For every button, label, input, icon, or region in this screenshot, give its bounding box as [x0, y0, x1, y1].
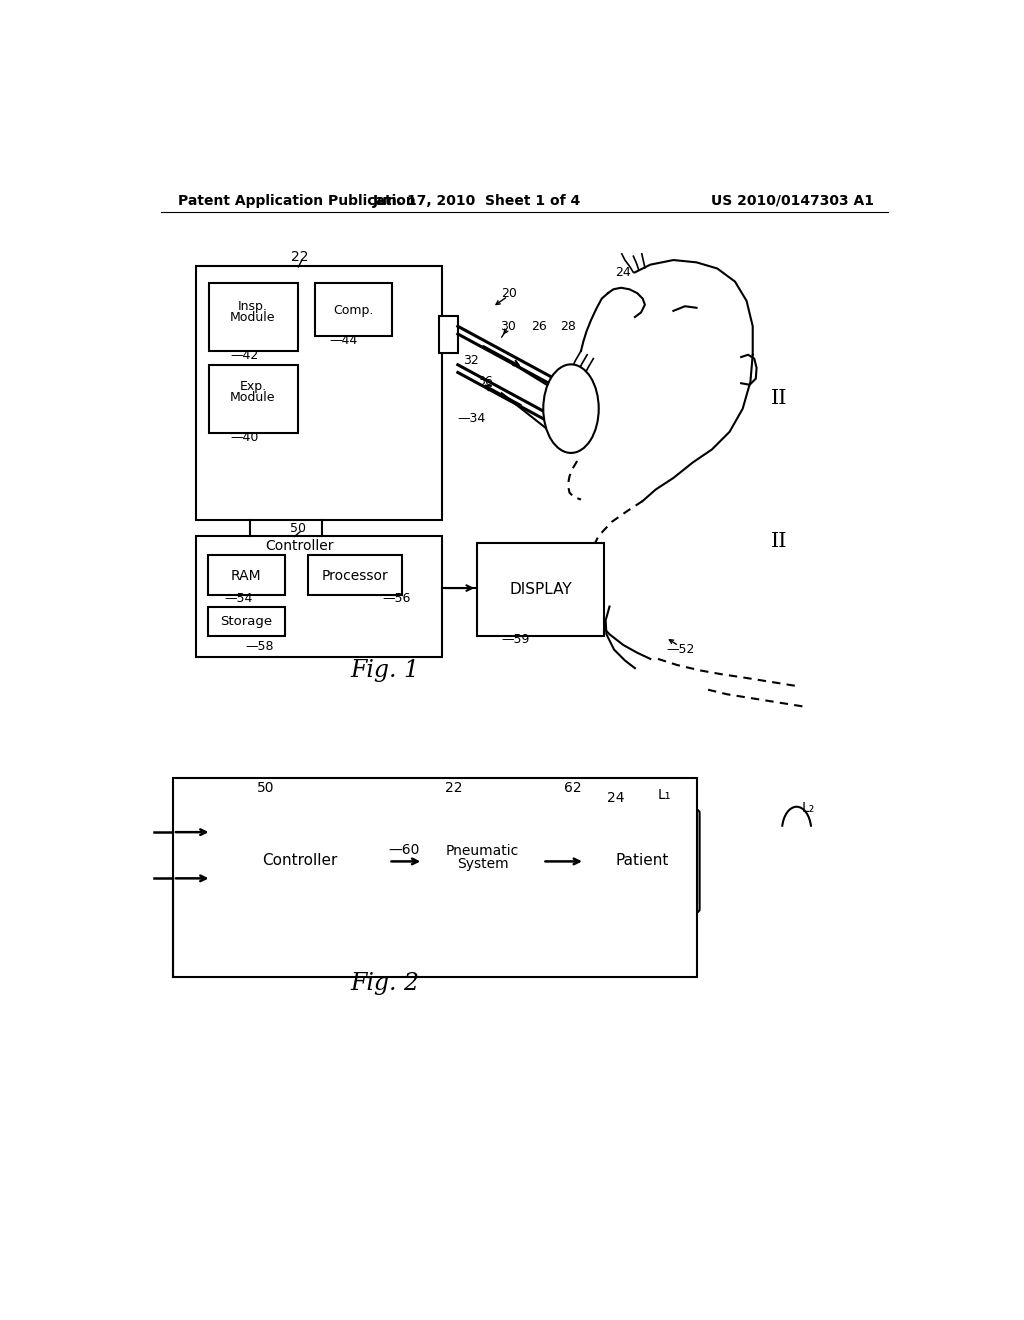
- Text: Processor: Processor: [322, 569, 388, 582]
- Text: 24: 24: [615, 265, 631, 279]
- Text: DISPLAY: DISPLAY: [510, 582, 572, 597]
- Text: System: System: [457, 858, 508, 871]
- Text: —40: —40: [230, 430, 259, 444]
- Text: —52: —52: [667, 643, 694, 656]
- Text: Exp.: Exp.: [240, 380, 266, 393]
- Text: L₂: L₂: [802, 800, 815, 814]
- Text: 22: 22: [291, 249, 308, 264]
- Text: 28: 28: [560, 319, 575, 333]
- Text: 30: 30: [500, 319, 516, 333]
- Bar: [196, 267, 442, 520]
- Text: II: II: [771, 389, 787, 408]
- Text: —44: —44: [330, 334, 358, 347]
- Text: 50: 50: [257, 781, 274, 795]
- Text: 26: 26: [530, 319, 547, 333]
- Bar: [423, 801, 543, 921]
- Text: Jun. 17, 2010  Sheet 1 of 4: Jun. 17, 2010 Sheet 1 of 4: [373, 194, 582, 207]
- Text: Fig. 2: Fig. 2: [350, 973, 419, 995]
- Text: Fig. 1: Fig. 1: [350, 659, 419, 682]
- Text: 24: 24: [607, 791, 625, 804]
- Bar: [438, 317, 458, 354]
- Text: 62: 62: [564, 781, 582, 795]
- Bar: [315, 284, 392, 335]
- Bar: [477, 544, 604, 636]
- Bar: [196, 536, 442, 657]
- Text: RAM: RAM: [230, 569, 261, 582]
- Text: —58: —58: [246, 640, 274, 653]
- Text: II: II: [771, 532, 787, 552]
- Bar: [209, 364, 298, 433]
- Text: —34: —34: [458, 412, 485, 425]
- Text: Controller: Controller: [262, 853, 338, 869]
- Text: 22: 22: [445, 781, 463, 795]
- Text: —59: —59: [502, 634, 529, 647]
- Text: —54: —54: [224, 593, 253, 606]
- Text: 50: 50: [291, 523, 306, 536]
- Text: Storage: Storage: [220, 615, 272, 628]
- Text: —42: —42: [230, 348, 259, 362]
- Bar: [173, 779, 696, 977]
- Bar: [307, 554, 401, 595]
- Text: Patient: Patient: [615, 853, 670, 869]
- Text: Pneumatic: Pneumatic: [445, 845, 519, 858]
- Bar: [209, 284, 298, 351]
- Ellipse shape: [544, 364, 599, 453]
- Text: Controller: Controller: [265, 539, 334, 553]
- FancyBboxPatch shape: [586, 810, 699, 912]
- Text: US 2010/0147303 A1: US 2010/0147303 A1: [711, 194, 873, 207]
- Text: 20: 20: [502, 286, 517, 300]
- Text: L₁: L₁: [657, 788, 671, 803]
- Text: Insp.: Insp.: [238, 300, 268, 313]
- Text: Comp.: Comp.: [334, 304, 374, 317]
- Bar: [211, 801, 388, 921]
- Bar: [208, 554, 285, 595]
- Text: 32: 32: [463, 354, 479, 367]
- Text: —60: —60: [388, 843, 420, 857]
- Text: Module: Module: [230, 312, 275, 325]
- Text: Module: Module: [230, 391, 275, 404]
- Text: Patent Application Publication: Patent Application Publication: [178, 194, 416, 207]
- Bar: [208, 607, 285, 636]
- Text: —56: —56: [382, 593, 411, 606]
- Text: 36: 36: [477, 375, 493, 388]
